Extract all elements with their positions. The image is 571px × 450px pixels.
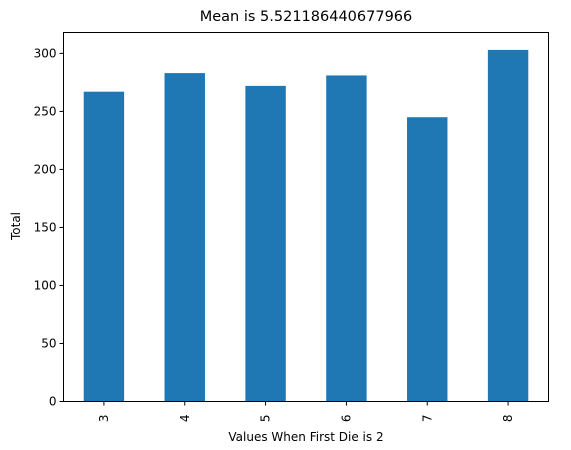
y-tick-label-200: 200 [34, 162, 57, 176]
bar-3 [84, 92, 124, 402]
x-tick-label-5: 5 [259, 415, 273, 423]
y-tick-label-100: 100 [34, 278, 57, 292]
x-tick-label-8: 8 [501, 415, 515, 423]
y-tick-label-0: 0 [49, 395, 57, 409]
x-tick-label-7: 7 [420, 415, 434, 423]
x-tick-label-3: 3 [97, 415, 111, 423]
x-tick-label-4: 4 [178, 415, 192, 423]
x-tick-label-6: 6 [339, 415, 353, 423]
plot-frame [64, 33, 549, 402]
bar-6 [326, 75, 366, 401]
bar-4 [165, 73, 205, 401]
y-tick-label-150: 150 [34, 220, 57, 234]
bar-7 [407, 117, 447, 401]
bars-layer [84, 50, 529, 402]
y-tick-label-250: 250 [34, 104, 57, 118]
x-axis-label: Values When First Die is 2 [228, 430, 383, 444]
bar-5 [245, 86, 285, 402]
bar-8 [488, 50, 528, 402]
y-tick-label-50: 50 [41, 336, 56, 350]
y-axis-label: Total [9, 212, 23, 241]
y-tick-label-300: 300 [34, 46, 57, 60]
chart-title: Mean is 5.521186440677966 [200, 9, 413, 25]
